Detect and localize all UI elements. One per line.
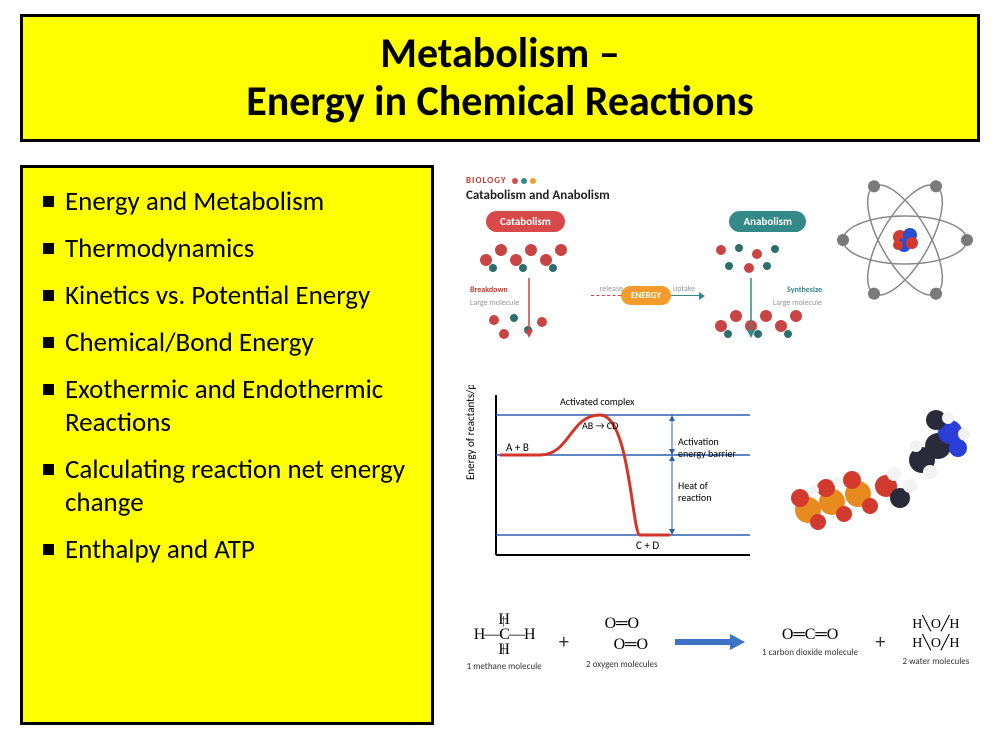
release-label: release <box>600 284 623 294</box>
methane-caption: 1 methane molecule <box>467 662 542 672</box>
down-arrow-icon <box>746 276 756 340</box>
catabolism-anabolism-diagram: BIOLOGY Catabolism and Anabolism Catabol… <box>466 173 826 351</box>
slide-title: Metabolism – Energy in Chemical Reaction… <box>246 30 753 127</box>
svg-text:AB → CD: AB → CD <box>582 419 618 432</box>
breakdown-label: Breakdown <box>470 285 508 295</box>
atp-molecule-icon <box>790 390 990 560</box>
down-arrow-icon <box>524 276 534 340</box>
large-molecule-right-icon <box>706 306 816 348</box>
svg-text:energy barrier: energy barrier <box>678 447 736 460</box>
topic-item: Thermodynamics <box>43 233 415 266</box>
co2-molecule: O═C═O 1 carbon dioxide molecule <box>762 626 858 658</box>
topics-box: Energy and Metabolism Thermodynamics Kin… <box>20 165 434 725</box>
svg-text:A + B: A + B <box>506 441 529 454</box>
reaction-arrow-icon <box>675 634 745 650</box>
uptake-label: uptake <box>673 284 695 294</box>
topic-item: Calculating reaction net energy change <box>43 454 415 520</box>
combustion-equation: H H—C||—H H 1 methane molecule + O═O O═O… <box>458 612 978 717</box>
svg-text:C + D: C + D <box>636 539 659 552</box>
small-molecules-right-icon <box>711 240 791 280</box>
water-caption: 2 water molecules <box>902 657 969 667</box>
topic-item: Enthalpy and ATP <box>43 534 415 567</box>
methane-molecule: H H—C||—H H 1 methane molecule <box>467 612 542 671</box>
co2-caption: 1 carbon dioxide molecule <box>762 648 858 658</box>
oxygen-caption: 2 oxygen molecules <box>586 660 658 670</box>
plus-icon: + <box>559 630 569 654</box>
atom-icon <box>830 165 980 315</box>
oxygen-molecules: O═O O═O 2 oxygen molecules <box>586 614 658 669</box>
topic-item: Exothermic and Endothermic Reactions <box>43 374 415 440</box>
illustrations-panel: BIOLOGY Catabolism and Anabolism Catabol… <box>450 165 990 725</box>
y-axis-label: Energy of reactants/products <box>464 385 477 480</box>
title-box: Metabolism – Energy in Chemical Reaction… <box>20 14 980 142</box>
topics-list: Energy and Metabolism Thermodynamics Kin… <box>43 186 415 566</box>
activation-energy-diagram: Energy of reactants/products Activated c… <box>460 385 760 575</box>
topic-item: Energy and Metabolism <box>43 186 415 219</box>
topic-item: Kinetics vs. Potential Energy <box>43 280 415 313</box>
svg-text:reaction: reaction <box>678 491 711 504</box>
large-molecule-label: Large molecule <box>470 298 519 308</box>
plus-icon: + <box>875 630 885 654</box>
biology-dots-icon <box>509 173 536 186</box>
synthesize-label: Synthesize <box>787 285 822 295</box>
biology-tag: BIOLOGY <box>466 175 507 186</box>
energy-pill: ENERGY <box>621 286 671 305</box>
catab-title: Catabolism and Anabolism <box>466 188 826 203</box>
svg-text:Activated complex: Activated complex <box>560 395 635 408</box>
topic-item: Chemical/Bond Energy <box>43 327 415 360</box>
water-molecules: H╲O╱H H╲O╱H 2 water molecules <box>902 617 969 666</box>
anabolism-pill: Anabolism <box>729 211 806 232</box>
catabolism-pill: Catabolism <box>486 211 565 232</box>
